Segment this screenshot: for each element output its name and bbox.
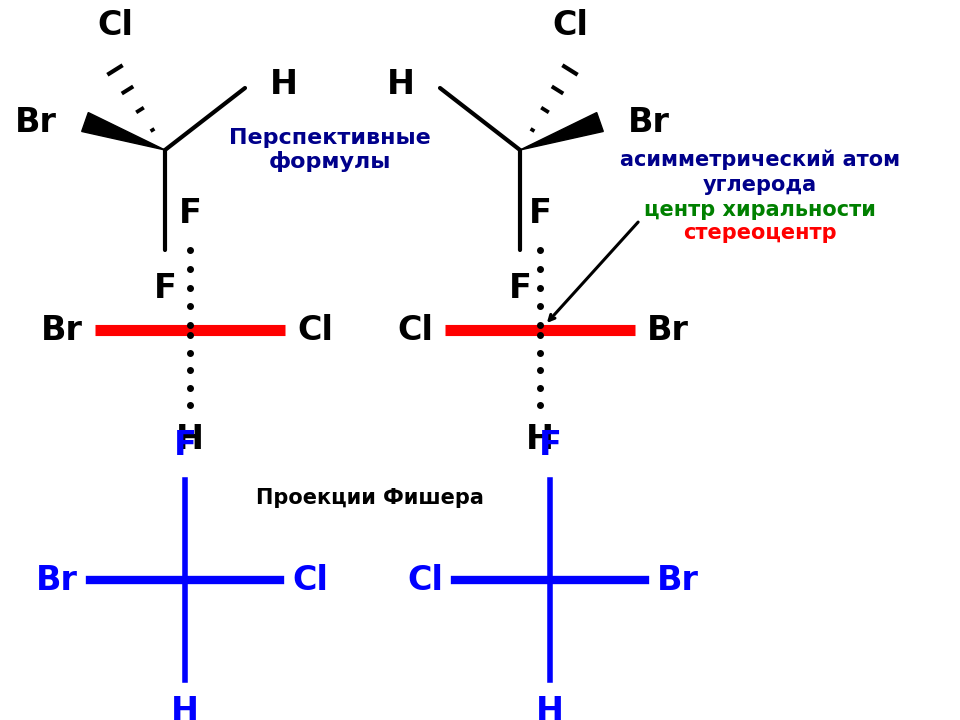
Text: Cl: Cl: [297, 313, 333, 346]
Text: асимметрический атом: асимметрический атом: [620, 150, 900, 170]
Text: F: F: [539, 429, 562, 462]
Text: F: F: [179, 197, 202, 230]
Text: Cl: Cl: [292, 564, 328, 596]
Text: Cl: Cl: [552, 9, 588, 42]
Text: стереоцентр: стереоцентр: [684, 223, 837, 243]
Text: H: H: [270, 68, 298, 102]
Text: Проекции Фишера: Проекции Фишера: [256, 488, 484, 508]
Text: Br: Br: [41, 313, 83, 346]
Text: Перспективные
формулы: Перспективные формулы: [229, 127, 431, 172]
Text: Cl: Cl: [407, 564, 443, 596]
Text: H: H: [387, 68, 415, 102]
Text: Br: Br: [647, 313, 689, 346]
Text: Br: Br: [657, 564, 699, 596]
Text: центр хиральности: центр хиральности: [644, 200, 876, 220]
Polygon shape: [82, 112, 165, 150]
Text: H: H: [526, 423, 554, 456]
Text: Cl: Cl: [97, 9, 132, 42]
Text: F: F: [529, 197, 551, 230]
Polygon shape: [520, 112, 603, 150]
Text: Cl: Cl: [397, 313, 433, 346]
Text: F: F: [174, 429, 197, 462]
Text: Br: Br: [15, 106, 57, 138]
Text: F: F: [509, 272, 532, 305]
Text: Br: Br: [36, 564, 78, 596]
Text: H: H: [176, 423, 204, 456]
Text: H: H: [536, 695, 564, 720]
Text: Br: Br: [628, 106, 670, 138]
Text: F: F: [154, 272, 177, 305]
Text: H: H: [171, 695, 199, 720]
Text: углерода: углерода: [703, 175, 817, 195]
